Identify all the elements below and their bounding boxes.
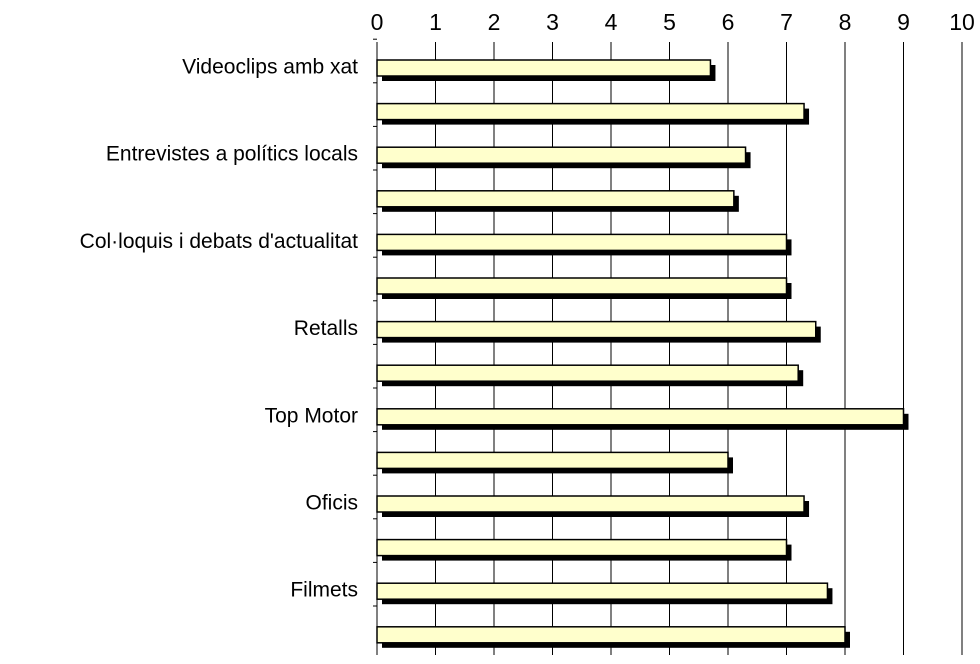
bar <box>376 277 788 295</box>
x-tick-label: 1 <box>429 9 442 35</box>
bar <box>376 59 712 77</box>
bars <box>376 59 909 648</box>
x-tick-label: 5 <box>663 9 676 35</box>
gridlines <box>373 38 963 655</box>
category-label: Videoclips amb xat <box>182 56 358 79</box>
bar <box>376 190 735 208</box>
x-tick-label: 3 <box>546 9 559 35</box>
bar <box>376 538 788 557</box>
x-tick-label: 10 <box>949 9 975 35</box>
bar <box>376 102 805 121</box>
category-label: Retalls <box>294 317 358 340</box>
bar <box>376 408 905 426</box>
x-tick-label: 7 <box>780 9 793 35</box>
bar <box>376 364 799 382</box>
category-label: Oficis <box>306 492 359 515</box>
category-labels: Videoclips amb xat Entrevistes a polítics… <box>80 56 359 602</box>
x-tick-label: 8 <box>839 9 852 35</box>
bar <box>376 495 805 513</box>
bar <box>376 626 846 644</box>
x-tick-label: 4 <box>605 9 618 35</box>
category-label: Top Motor <box>265 404 358 427</box>
x-tick-label: 6 <box>722 9 735 35</box>
bar <box>376 233 788 252</box>
category-label: Col·loquis i debats d'actualitat <box>80 230 358 253</box>
x-axis-tick-labels: 0 1 2 3 4 5 6 7 8 9 10 <box>371 9 975 35</box>
bar <box>376 582 829 600</box>
x-tick-label: 2 <box>488 9 501 35</box>
category-label: Entrevistes a polítics locals <box>106 143 358 166</box>
bar <box>376 320 817 339</box>
bar <box>376 451 729 470</box>
x-tick-label: 0 <box>371 9 384 35</box>
category-label: Filmets <box>290 579 358 602</box>
bar <box>376 146 747 164</box>
x-tick-label: 9 <box>897 9 910 35</box>
